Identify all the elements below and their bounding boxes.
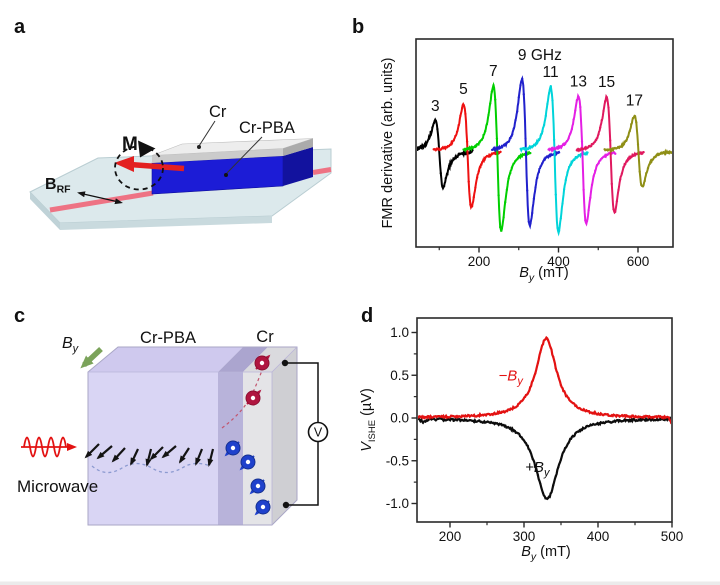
fmr-series-label-15ghz: 15 bbox=[598, 74, 615, 91]
precession-direction-triangle bbox=[138, 140, 156, 158]
voltmeter-label: V bbox=[314, 426, 323, 440]
ishe-y-tick-label: -1.0 bbox=[386, 496, 409, 511]
crpba-box-label: Cr-PBA bbox=[140, 329, 196, 347]
fmr-spectra-plot: 200 400 600 By (mT) FMR derivative (arb. uni… bbox=[380, 38, 674, 284]
panel-c-label: c bbox=[14, 305, 25, 327]
ishe-y-tick-label: 0.0 bbox=[390, 411, 409, 426]
crpba-layer-side bbox=[283, 147, 313, 186]
microwave-label: Microwave bbox=[17, 477, 98, 496]
spin-wave-guide-curve bbox=[91, 462, 211, 474]
voltmeter-icon bbox=[307, 421, 329, 443]
spin-up-electrons bbox=[245, 354, 271, 406]
microwave-sine bbox=[23, 436, 67, 458]
fmr-y-axis-title: FMR derivative (arb. units) bbox=[380, 58, 396, 229]
b-rf-double-arrow bbox=[77, 191, 123, 205]
fmr-plot-frame bbox=[415, 38, 674, 248]
panel-b-label: b bbox=[352, 16, 364, 38]
contact-dot-bottom bbox=[282, 501, 290, 509]
cr-box-side bbox=[272, 347, 297, 525]
contact-dot-top bbox=[281, 359, 289, 367]
crpba-box-top bbox=[88, 347, 243, 372]
spin-wave-arrows bbox=[84, 443, 215, 467]
panel-c-schematic: V By Microwave Cr-PBA Cr bbox=[17, 328, 329, 526]
panel-d-label: d bbox=[361, 305, 373, 327]
fmr-curves bbox=[417, 75, 672, 237]
cr-box-label: Cr bbox=[256, 328, 274, 346]
panel-a-label: a bbox=[14, 16, 26, 38]
ishe-x-tick-label: 200 bbox=[439, 529, 462, 544]
ishe-y-tick-label: 1.0 bbox=[390, 325, 409, 340]
magnetization-arrow-head bbox=[114, 156, 134, 172]
crpba-label: Cr-PBA bbox=[239, 119, 295, 137]
voltmeter-wires bbox=[285, 362, 319, 506]
by-field-label: By bbox=[62, 335, 80, 355]
ishe-voltage-plot: 200 300 400 500 1.0 0.5 0.0 -0.5 -1.0 By (mT) VISH… bbox=[359, 317, 684, 563]
ishe-y-axis-title: VISHE (µV) bbox=[359, 388, 378, 452]
cr-pointer-dot bbox=[197, 145, 201, 149]
ishe-x-tick-label: 300 bbox=[513, 529, 536, 544]
cr-label: Cr bbox=[209, 103, 227, 121]
fmr-series-label-7ghz: 7 bbox=[489, 63, 498, 80]
fmr-series-label-5ghz: 5 bbox=[459, 81, 468, 98]
cr-layer-side bbox=[283, 138, 313, 156]
ishe-y-tick-label: 0.5 bbox=[390, 368, 409, 383]
ishe-curve-label--By: −By bbox=[499, 367, 525, 387]
box-side-top-edge bbox=[271, 346, 298, 373]
fmr-series-label-3ghz: 3 bbox=[431, 98, 440, 115]
fmr-series-label-11ghz: 11 bbox=[542, 64, 558, 81]
cr-pointer-line bbox=[198, 120, 216, 147]
spin-down-electrons bbox=[224, 440, 271, 516]
scan-edge-artifact bbox=[0, 581, 720, 585]
substrate-edge-front bbox=[60, 216, 272, 230]
box-outline bbox=[87, 346, 298, 526]
crpba-pointer-line bbox=[225, 136, 263, 175]
cr-layer-front bbox=[152, 148, 283, 163]
fmr-series-label-13ghz: 13 bbox=[570, 73, 587, 90]
ishe-ticks: 200 300 400 500 1.0 0.5 0.0 -0.5 -1.0 bbox=[386, 325, 684, 544]
fmr-x-tick-label: 400 bbox=[547, 254, 570, 269]
b-rf-label: BRF bbox=[45, 176, 71, 196]
ishe-y-tick-label: -0.5 bbox=[386, 453, 409, 468]
ishe-x-tick-label: 500 bbox=[661, 529, 684, 544]
magnetization-arrow-shaft bbox=[129, 161, 185, 172]
ishe-x-tick-label: 400 bbox=[587, 529, 610, 544]
fmr-x-tick-label: 200 bbox=[468, 254, 491, 269]
precession-circle bbox=[114, 145, 164, 191]
crpba-pointer-dot bbox=[224, 173, 228, 177]
fmr-series-label-9ghz: 9 GHz bbox=[518, 47, 562, 64]
ishe-curves bbox=[418, 335, 671, 501]
panel-a-schematic: M BRF Cr Cr-PBA bbox=[29, 103, 332, 230]
substrate-edge-left bbox=[30, 192, 60, 230]
by-field-arrow bbox=[80, 346, 103, 369]
fmr-series-label-17ghz: 17 bbox=[626, 93, 643, 110]
fmr-x-tick-label: 600 bbox=[627, 254, 650, 269]
stripline-right bbox=[312, 167, 332, 175]
ishe-curve-label-+By: +By bbox=[525, 459, 551, 479]
interface-band-top bbox=[218, 347, 268, 372]
m-vector-label: M bbox=[122, 134, 138, 155]
fmr-x-axis-title: By (mT) bbox=[519, 265, 569, 284]
ishe-x-axis-title: By (mT) bbox=[521, 544, 571, 563]
fmr-x-ticks: 200 400 600 bbox=[438, 247, 650, 269]
